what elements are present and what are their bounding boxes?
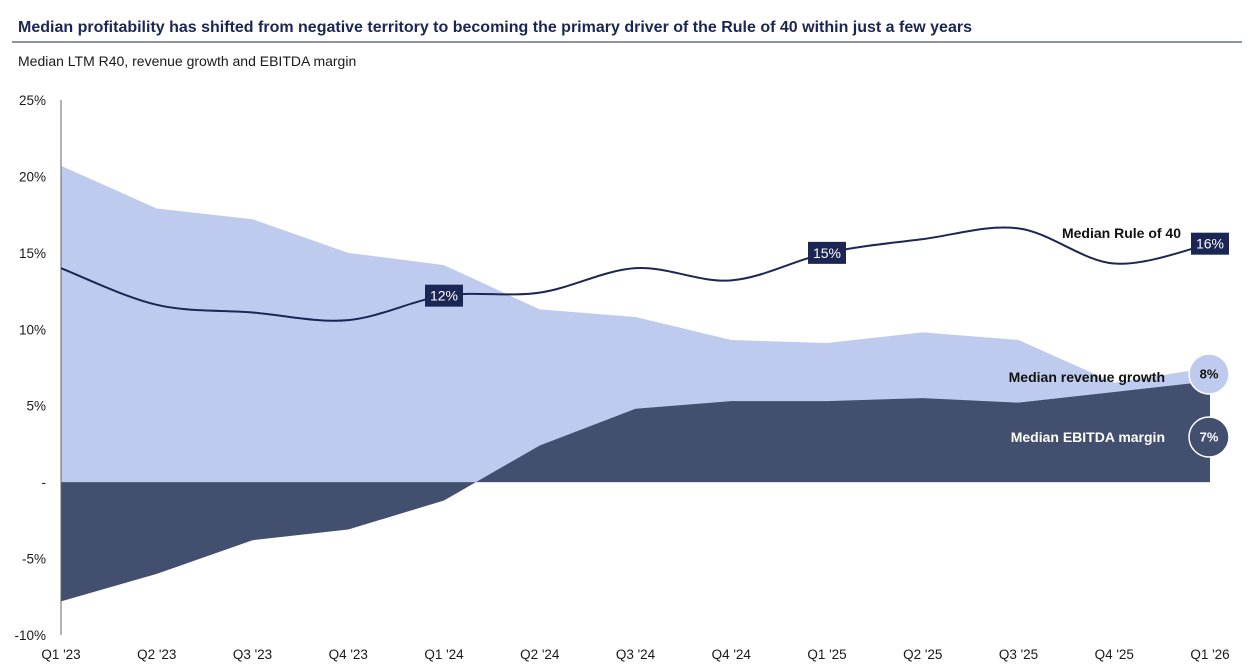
ebitda-margin-end-bubble (1188, 416, 1230, 458)
line-layer (60, 226, 1211, 322)
y-tick-label: 20% (19, 169, 46, 184)
x-tick-label: Q1 '24 (424, 647, 464, 662)
x-tick-label: Q4 '24 (712, 647, 752, 662)
axes-layer: 25% 20% 15% 10% 5% - -5% -10% Q1 '23 Q2 '23 Q3 '23… (14, 93, 1229, 662)
y-tick-label: -5% (22, 552, 46, 567)
rule-of-40-label-box (808, 241, 846, 264)
x-tick-label: Q3 '25 (999, 647, 1038, 662)
rule-of-40-series-label: Median Rule of 40 (1062, 225, 1181, 241)
x-tick-label: Q1 '25 (807, 647, 846, 662)
chart-title: Median profitability has shifted from ne… (18, 19, 972, 36)
ebitda-margin-end-label: 7% (1200, 430, 1219, 445)
x-tick-label: Q3 '24 (616, 647, 656, 662)
revenue-growth-end-label: 8% (1200, 367, 1219, 382)
y-tick-label: 10% (19, 322, 46, 337)
rule-of-40-data-label: 12% (430, 288, 458, 304)
chart-subtitle: Median LTM R40, revenue growth and EBITD… (18, 53, 356, 69)
x-tick-label: Q1 '26 (1190, 647, 1229, 662)
x-tick-label: Q4 '23 (329, 647, 368, 662)
x-tick-label: Q4 '25 (1095, 647, 1134, 662)
rule-of-40-line (60, 226, 1211, 322)
revenue-growth-series-label: Median revenue growth (1009, 369, 1165, 385)
x-tick-label: Q2 '24 (520, 647, 560, 662)
label-layer: 12% 15% 16% Median Rule of 40 Median revenue… (425, 225, 1230, 458)
x-tick-label: Q2 '25 (903, 647, 942, 662)
y-tick-label: 15% (19, 246, 46, 261)
y-tick-label: -10% (14, 628, 46, 643)
rule-of-40-data-label: 15% (813, 245, 841, 261)
rule-of-40-label-box (1191, 232, 1229, 255)
y-tick-label: - (42, 475, 47, 490)
x-tick-label: Q1 '23 (41, 647, 80, 662)
ebitda-margin-area (61, 381, 1210, 602)
y-tick-label: 25% (19, 93, 46, 108)
y-tick-label: 5% (26, 399, 46, 414)
x-tick-label: Q2 '23 (137, 647, 176, 662)
area-layer (61, 165, 1210, 602)
ebitda-margin-series-label: Median EBITDA margin (1011, 429, 1165, 445)
rule-of-40-data-label: 16% (1196, 236, 1224, 252)
x-tick-label: Q3 '23 (233, 647, 272, 662)
revenue-growth-end-bubble (1188, 353, 1230, 395)
rule-of-40-label-box (425, 284, 463, 307)
